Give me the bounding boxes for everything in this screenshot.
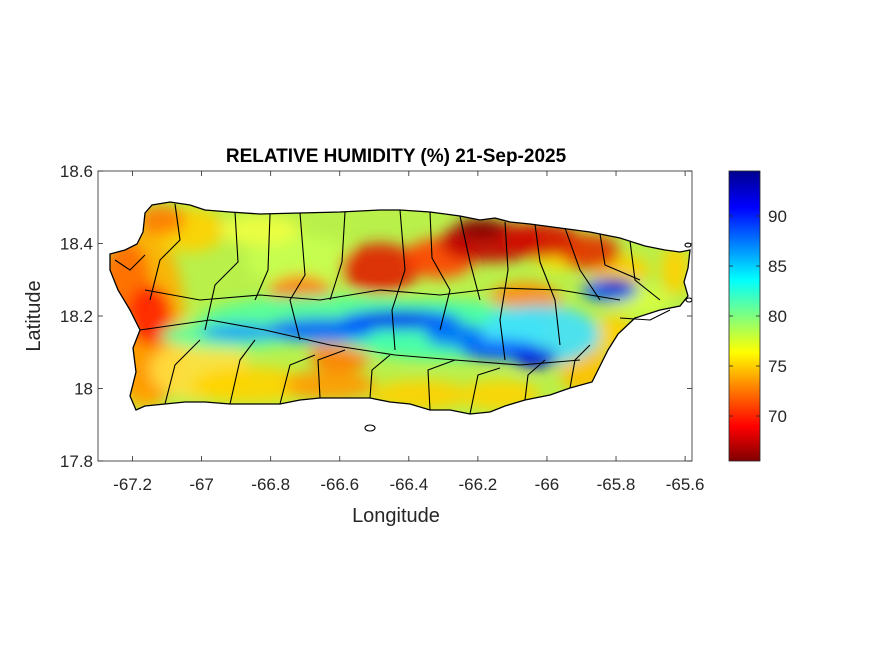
municipality-border bbox=[524, 359, 546, 401]
municipality-border bbox=[429, 211, 451, 331]
municipality-border bbox=[279, 354, 316, 405]
x-tick-label: -65.6 bbox=[666, 475, 705, 494]
municipality-border bbox=[619, 309, 671, 321]
y-tick-label: 18.6 bbox=[60, 162, 93, 181]
humidity-blob bbox=[455, 218, 505, 238]
colorbar-gradient bbox=[728, 170, 761, 462]
municipality-border bbox=[569, 344, 591, 389]
humidity-blob bbox=[135, 205, 185, 235]
colorbar-tick-label: 75 bbox=[768, 357, 787, 376]
x-tick-label: -66 bbox=[535, 475, 560, 494]
municipality-border bbox=[204, 211, 239, 331]
y-tick-label: 18.2 bbox=[60, 307, 93, 326]
x-axis-ticks: -67.2 -67 -66.8 -66.6 -66.4 -66.2 -66 -65.8 -65.… bbox=[113, 171, 704, 494]
caja-de-muertos-islet bbox=[364, 424, 376, 432]
y-axis-ticks: 17.8 18 18.2 18.4 18.6 bbox=[60, 162, 692, 471]
colorbar-tick-label: 70 bbox=[768, 407, 787, 426]
x-tick-label: -66.2 bbox=[459, 475, 498, 494]
municipality-border bbox=[459, 215, 481, 301]
humidity-blob bbox=[190, 367, 310, 403]
colorbar-tick-label: 80 bbox=[768, 307, 787, 326]
humidity-blob bbox=[285, 370, 375, 400]
humidity-blob bbox=[500, 222, 580, 258]
municipality-border bbox=[534, 223, 561, 346]
municipality-border bbox=[391, 209, 406, 351]
municipality-border bbox=[369, 354, 391, 399]
island-coastline bbox=[109, 201, 691, 415]
humidity-blob bbox=[200, 324, 280, 340]
humidity-field bbox=[110, 202, 690, 414]
municipality-border bbox=[329, 211, 346, 301]
colorbar-tick-label: 90 bbox=[768, 207, 787, 226]
humidity-blob bbox=[365, 311, 425, 323]
municipality-border bbox=[469, 367, 501, 415]
humidity-blob bbox=[600, 278, 630, 292]
municipality-border bbox=[499, 221, 509, 361]
humidity-blob bbox=[220, 215, 300, 245]
humidity-blob bbox=[560, 234, 620, 270]
municipality-border bbox=[254, 213, 271, 301]
municipality-border bbox=[114, 254, 146, 271]
y-tick-label: 18 bbox=[74, 380, 93, 399]
x-tick-label: -66.6 bbox=[320, 475, 359, 494]
humidity-blob bbox=[245, 235, 355, 285]
y-tick-label: 18.4 bbox=[60, 235, 93, 254]
municipality-border bbox=[144, 287, 621, 301]
municipality-borders bbox=[114, 203, 671, 415]
x-axis-label: Longitude bbox=[352, 505, 440, 527]
municipality-border bbox=[427, 359, 456, 411]
municipality-border bbox=[564, 227, 601, 301]
municipality-border bbox=[289, 212, 306, 341]
colorbar: 70 75 80 85 90 bbox=[728, 170, 787, 462]
colorbar-ticks: 70 75 80 85 90 bbox=[729, 207, 787, 426]
colorbar-tick-label: 85 bbox=[768, 257, 787, 276]
municipality-border bbox=[317, 349, 346, 399]
x-tick-label: -65.8 bbox=[597, 475, 636, 494]
y-tick-label: 17.8 bbox=[60, 452, 93, 471]
x-tick-label: -66.8 bbox=[251, 475, 290, 494]
plot-area: -67.2 -67 -66.8 -66.6 -66.4 -66.2 -66 -65.8 -65.… bbox=[60, 162, 705, 494]
humidity-blobs bbox=[110, 205, 689, 410]
x-tick-label: -67 bbox=[189, 475, 214, 494]
chart-title: RELATIVE HUMIDITY (%) 21-Sep-2025 bbox=[226, 146, 567, 167]
municipality-border bbox=[599, 233, 641, 281]
eastern-islet bbox=[684, 242, 692, 248]
municipality-border bbox=[139, 319, 581, 366]
municipality-border bbox=[164, 339, 201, 405]
humidity-blob bbox=[340, 243, 420, 293]
municipality-border bbox=[229, 339, 256, 405]
x-tick-label: -67.2 bbox=[113, 475, 152, 494]
municipality-border bbox=[629, 240, 661, 301]
x-tick-label: -66.4 bbox=[389, 475, 428, 494]
humidity-blob bbox=[661, 245, 689, 295]
y-axis-label: Latitude bbox=[23, 280, 45, 351]
municipality-border bbox=[149, 203, 181, 301]
